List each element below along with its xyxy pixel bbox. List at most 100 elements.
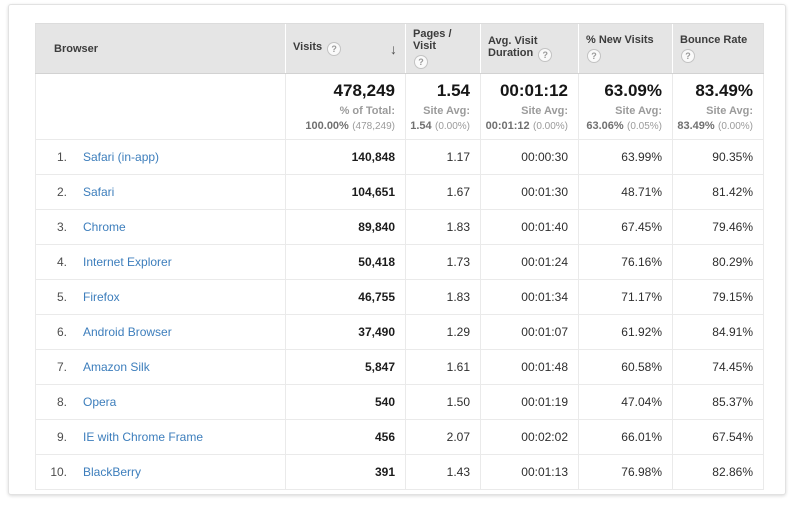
total-value: 00:01:12 — [499, 81, 568, 100]
totals-pct-new-visits: 63.09% Site Avg: 63.06% (0.05%) — [578, 73, 673, 140]
bounce-rate-cell: 79.46% — [672, 209, 764, 245]
pages-per-visit-cell: 1.61 — [405, 349, 481, 385]
help-icon[interactable]: ? — [538, 48, 553, 62]
pages-per-visit-cell: 1.17 — [405, 139, 481, 175]
bounce-rate-cell: 80.29% — [672, 244, 764, 280]
row-rank: 1. — [56, 150, 67, 164]
column-label: Visits — [293, 41, 323, 53]
avg-visit-duration-cell: 00:00:30 — [480, 139, 579, 175]
total-value: 83.49% — [695, 81, 753, 100]
header-row: Browser Visits? ↓ Pages / Visit? Avg. Vi… — [35, 23, 764, 74]
visits-cell: 104,651 — [285, 174, 406, 210]
total-delta: (0.00%) — [717, 121, 753, 132]
pages-per-visit-cell: 1.67 — [405, 174, 481, 210]
browser-link[interactable]: IE with Chrome Frame — [83, 430, 204, 444]
browser-link[interactable]: Android Browser — [83, 325, 172, 339]
row-rank: 2. — [56, 185, 67, 199]
total-delta: (478,249) — [352, 121, 395, 132]
pages-per-visit-cell: 1.83 — [405, 209, 481, 245]
pct-new-visits-cell: 61.92% — [578, 314, 673, 350]
help-icon[interactable]: ? — [414, 55, 428, 69]
column-header-avg-visit-duration[interactable]: Avg. Visit Duration? — [480, 23, 579, 74]
bounce-rate-cell: 85.37% — [672, 384, 764, 420]
browser-link[interactable]: BlackBerry — [83, 465, 142, 479]
pages-per-visit-cell: 1.73 — [405, 244, 481, 280]
column-header-bounce-rate[interactable]: Bounce Rate? — [672, 23, 764, 74]
visits-cell: 50,418 — [285, 244, 406, 280]
total-avg: 63.06% — [586, 120, 624, 132]
total-value: 1.54 — [436, 81, 470, 100]
totals-visits: 478,249 % of Total: 100.00% (478,249) — [285, 73, 406, 140]
visits-cell: 5,847 — [285, 349, 406, 385]
visits-cell: 456 — [285, 419, 406, 455]
row-rank: 8. — [56, 395, 67, 409]
table-row: 6. Android Browser 37,490 1.29 00:01:07 6… — [35, 314, 764, 350]
help-icon[interactable]: ? — [587, 49, 601, 63]
totals-row: 478,249 % of Total: 100.00% (478,249) 1.… — [35, 73, 764, 140]
column-header-pct-new-visits[interactable]: % New Visits? — [578, 23, 673, 74]
column-label: % New Visits — [586, 34, 654, 46]
column-header-pages-per-visit[interactable]: Pages / Visit? — [405, 23, 481, 74]
row-rank: 10. — [50, 465, 67, 479]
total-avg: 1.54 — [410, 120, 432, 132]
bounce-rate-cell: 82.86% — [672, 454, 764, 490]
browser-link[interactable]: Firefox — [83, 290, 120, 304]
avg-visit-duration-cell: 00:01:24 — [480, 244, 579, 280]
pct-new-visits-cell: 71.17% — [578, 279, 673, 315]
table-row: 3. Chrome 89,840 1.83 00:01:40 67.45% 79.… — [35, 209, 764, 245]
pct-new-visits-cell: 76.98% — [578, 454, 673, 490]
total-delta: (0.00%) — [434, 121, 470, 132]
table-row: 4. Internet Explorer 50,418 1.73 00:01:24… — [35, 244, 764, 280]
avg-visit-duration-cell: 00:01:34 — [480, 279, 579, 315]
total-avg: 100.00% — [305, 120, 349, 132]
visits-cell: 37,490 — [285, 314, 406, 350]
avg-visit-duration-cell: 00:02:02 — [480, 419, 579, 455]
pct-new-visits-cell: 48.71% — [578, 174, 673, 210]
column-label: Bounce Rate — [680, 34, 748, 46]
browser-link[interactable]: Chrome — [83, 220, 126, 234]
totals-bounce-rate: 83.49% Site Avg: 83.49% (0.00%) — [672, 73, 764, 140]
table-row: 7. Amazon Silk 5,847 1.61 00:01:48 60.58%… — [35, 349, 764, 385]
pct-new-visits-cell: 47.04% — [578, 384, 673, 420]
total-caption: % of Total: — [339, 105, 395, 117]
row-rank: 5. — [56, 290, 67, 304]
avg-visit-duration-cell: 00:01:07 — [480, 314, 579, 350]
help-icon[interactable]: ? — [681, 49, 695, 63]
table-row: 2. Safari 104,651 1.67 00:01:30 48.71% 81… — [35, 174, 764, 210]
avg-visit-duration-cell: 00:01:48 — [480, 349, 579, 385]
pages-per-visit-cell: 1.29 — [405, 314, 481, 350]
browser-link[interactable]: Opera — [83, 395, 117, 409]
avg-visit-duration-cell: 00:01:30 — [480, 174, 579, 210]
totals-pages-per-visit: 1.54 Site Avg: 1.54 (0.00%) — [405, 73, 481, 140]
browser-link[interactable]: Amazon Silk — [83, 360, 150, 374]
pages-per-visit-cell: 1.83 — [405, 279, 481, 315]
row-rank: 3. — [56, 220, 67, 234]
browser-link[interactable]: Safari (in-app) — [83, 150, 160, 164]
totals-empty-cell — [35, 73, 286, 140]
column-header-visits[interactable]: Visits? ↓ — [285, 23, 406, 74]
sort-descending-icon[interactable]: ↓ — [390, 40, 397, 57]
visits-cell: 46,755 — [285, 279, 406, 315]
browser-link[interactable]: Internet Explorer — [83, 255, 172, 269]
column-header-browser[interactable]: Browser — [35, 23, 286, 74]
pages-per-visit-cell: 1.43 — [405, 454, 481, 490]
bounce-rate-cell: 84.91% — [672, 314, 764, 350]
bounce-rate-cell: 67.54% — [672, 419, 764, 455]
row-rank: 6. — [56, 325, 67, 339]
bounce-rate-cell: 79.15% — [672, 279, 764, 315]
table-row: 9. IE with Chrome Frame 456 2.07 00:02:02… — [35, 419, 764, 455]
total-caption: Site Avg: — [521, 105, 568, 117]
visits-cell: 391 — [285, 454, 406, 490]
browser-link[interactable]: Safari — [83, 185, 115, 199]
total-avg: 83.49% — [677, 120, 715, 132]
total-caption: Site Avg: — [615, 105, 662, 117]
visits-cell: 89,840 — [285, 209, 406, 245]
pages-per-visit-cell: 1.50 — [405, 384, 481, 420]
pct-new-visits-cell: 63.99% — [578, 139, 673, 175]
browser-metrics-table: Browser Visits? ↓ Pages / Visit? Avg. Vi… — [35, 23, 764, 490]
help-icon[interactable]: ? — [327, 42, 342, 56]
visits-cell: 540 — [285, 384, 406, 420]
total-delta: (0.05%) — [626, 121, 662, 132]
visits-cell: 140,848 — [285, 139, 406, 175]
totals-avg-visit-duration: 00:01:12 Site Avg: 00:01:12 (0.00%) — [480, 73, 579, 140]
